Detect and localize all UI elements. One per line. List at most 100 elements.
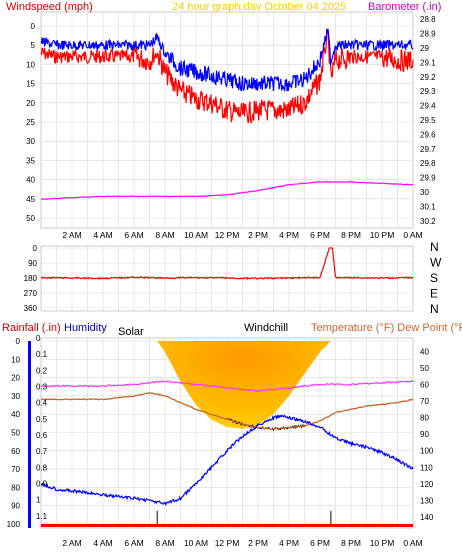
x-tick-label: 10 PM [370,538,395,548]
temperature-y-tick-label: 130 [420,496,434,505]
temperature-y-tick-label: 70 [420,397,429,406]
x-tick-label: 12 PM [215,230,240,240]
wind-y-tick-label: 10 [26,60,35,69]
wind-y-tick-label: 30 [26,137,35,146]
direction-y-tick-label: 0 [33,244,38,253]
wind-y-tick-label: 15 [26,80,35,89]
x-tick-label: 2 PM [248,230,268,240]
rain-y-tick-label: 1.1 [36,512,48,521]
x-tick-label: 10 AM [184,230,208,240]
temperature-y-tick-label: 40 [420,347,429,356]
barometer-y-tick-label: 29.6 [420,130,436,139]
rain-y-tick-label: 1 [36,496,41,505]
rain-y-tick-label: 0.4 [36,399,48,408]
humidity-y-tick-label: 50 [11,429,20,438]
wind-avg-series [40,28,414,92]
barometer-y-tick-label: 29 [420,44,429,53]
x-tick-label: 6 PM [310,230,330,240]
barometer-y-tick-label: 28.9 [420,30,436,39]
x-tick-label: 2 AM [62,230,81,240]
temperature-series [40,392,414,431]
barometer-y-tick-label: 30.1 [420,202,436,211]
x-tick-label: 12 PM [215,538,240,548]
humidity-y-tick-label: 20 [11,374,20,383]
wind-y-tick-label: 50 [26,214,35,223]
barometer-y-tick-label: 30.2 [420,217,436,226]
x-tick-label: 8 PM [341,538,361,548]
x-tick-label: 10 AM [184,538,208,548]
x-tick-label: 8 AM [155,230,174,240]
rain-y-tick-label: 0.6 [36,431,48,440]
humidity-y-tick-label: 60 [11,447,20,456]
rain-y-tick-label: 0.2 [36,366,48,375]
compass-label: W [430,256,442,270]
rain-y-tick-label: 0.1 [36,350,48,359]
windchill-label: Windchill [244,322,288,334]
direction-y-tick-label: 270 [24,289,38,298]
barometer-y-tick-label: 29.8 [420,159,436,168]
temperature-y-tick-label: 140 [420,513,434,522]
x-tick-label: 8 AM [155,538,174,548]
temperature-y-tick-label: 90 [420,430,429,439]
compass-label: N [430,302,439,316]
humidity-axis-title: Humidity [64,322,107,334]
rainfall-series [41,524,413,527]
rain-y-tick-label: 0.7 [36,447,48,456]
barometer-y-tick-label: 29.2 [420,73,436,82]
compass-label: S [430,271,438,285]
x-tick-label: 2 PM [248,538,268,548]
humidity-y-tick-label: 90 [11,502,20,511]
x-tick-label: 4 AM [93,538,112,548]
x-tick-label: 0 AM [403,230,422,240]
humidity-y-tick-label: 70 [11,465,20,474]
wind-y-tick-label: 20 [26,99,35,108]
rain-y-tick-label: 0 [36,334,41,343]
humidity-y-tick-label: 100 [7,520,21,529]
humidity-y-tick-label: 0 [16,337,21,346]
graph-title: 24 hour graph.dav October 04 2025 [172,1,346,13]
dewpoint-series [40,379,414,393]
wind-y-tick-label: 45 [26,195,35,204]
barometer-y-tick-label: 29.4 [420,102,436,111]
barometer-y-tick-label: 28.8 [420,15,436,24]
x-tick-label: 6 AM [124,538,143,548]
wind-axis-title: Windspeed (mph) [6,1,93,13]
wind-gust-series [40,28,414,124]
direction-y-tick-label: 90 [28,259,37,268]
humidity-y-tick-label: 40 [11,410,20,419]
wind-y-tick-label: 40 [26,176,35,185]
barometer-y-tick-label: 29.1 [420,58,436,67]
x-tick-label: 10 PM [370,230,395,240]
x-tick-label: 8 PM [341,230,361,240]
temperature-axis-title: Temperature (°F) Dew Point (°F) [311,322,462,334]
barometer-y-tick-label: 30 [420,188,429,197]
rain-y-tick-label: 0.5 [36,415,48,424]
x-tick-label: 0 AM [403,538,422,548]
x-tick-label: 6 AM [124,230,143,240]
rain-y-tick-label: 0.9 [36,480,48,489]
humidity-series [40,414,414,507]
x-tick-label: 4 PM [279,538,299,548]
compass-label: N [430,240,439,254]
temperature-y-tick-label: 120 [420,480,434,489]
wind-y-tick-label: 25 [26,118,35,127]
wind-y-tick-label: 35 [26,156,35,165]
barometer-y-tick-label: 29.7 [420,145,436,154]
compass-label: E [430,287,438,301]
wind-y-tick-label: 5 [31,41,36,50]
rainfall-axis-bar [28,341,31,528]
rain-y-tick-label: 0.3 [36,383,48,392]
temperature-y-tick-label: 110 [420,463,433,472]
x-tick-label: 4 AM [93,230,112,240]
temperature-y-tick-label: 50 [420,364,429,373]
barometer-y-tick-label: 29.3 [420,87,436,96]
x-tick-label: 6 PM [310,538,330,548]
direction-y-tick-label: 360 [24,304,38,313]
temperature-y-tick-label: 60 [420,380,429,389]
rain-y-tick-label: 0.8 [36,463,48,472]
wind-direction-series [40,247,414,280]
humidity-y-tick-label: 80 [11,483,20,492]
humidity-y-tick-label: 10 [11,355,20,364]
barometer-series [40,181,414,200]
